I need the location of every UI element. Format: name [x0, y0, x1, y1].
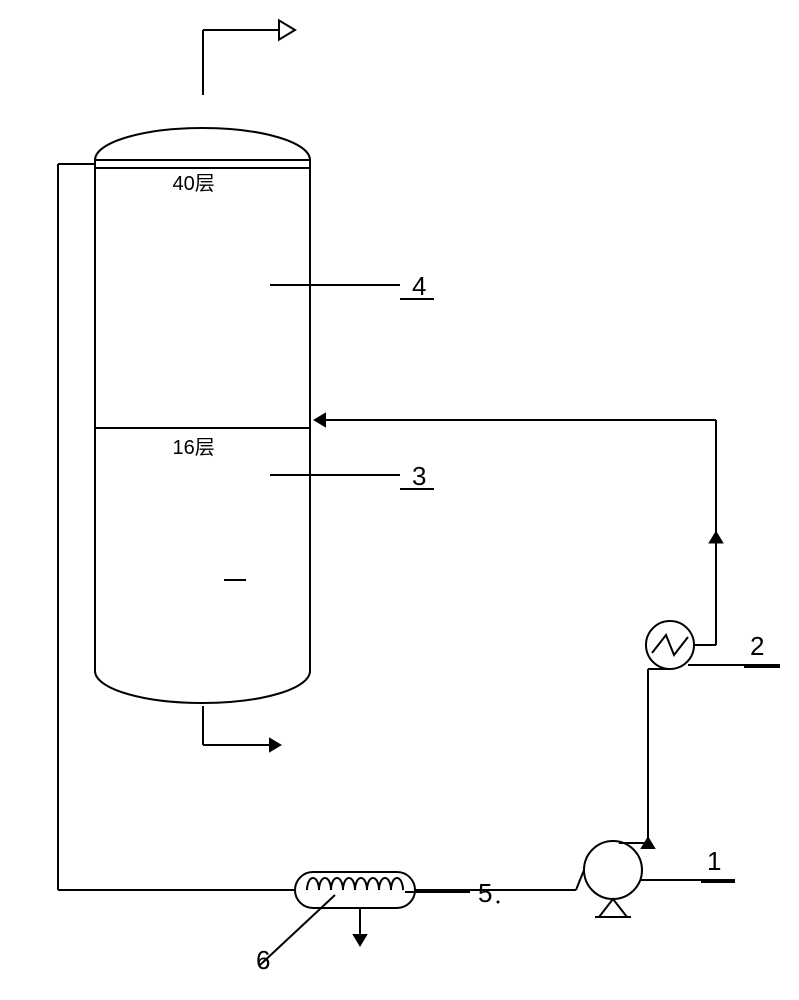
label: 6 [256, 945, 270, 975]
label: 2 [750, 631, 764, 661]
label: 5 [478, 878, 492, 908]
label: 3 [412, 461, 426, 491]
label: 4 [412, 271, 426, 301]
label: 16层 [173, 437, 215, 459]
label: 40层 [173, 173, 215, 195]
label: 1 [707, 846, 721, 876]
